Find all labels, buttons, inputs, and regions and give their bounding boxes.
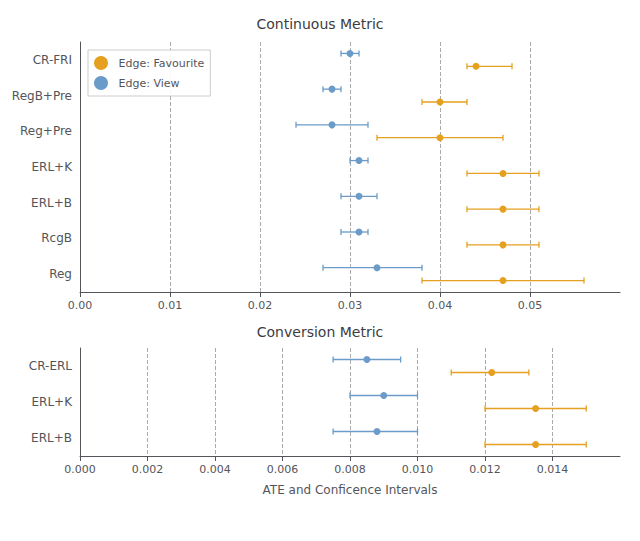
svg-text:0.012: 0.012: [469, 463, 501, 476]
svg-text:CR-ERL: CR-ERL: [29, 359, 72, 373]
svg-text:Conversion Metric: Conversion Metric: [257, 324, 383, 340]
svg-text:0.006: 0.006: [267, 463, 299, 476]
svg-text:ERL+B: ERL+B: [31, 431, 72, 445]
svg-text:0.004: 0.004: [199, 463, 231, 476]
svg-text:Continuous Metric: Continuous Metric: [256, 16, 383, 32]
svg-text:ERL+K: ERL+K: [31, 160, 73, 174]
svg-text:0.014: 0.014: [537, 463, 569, 476]
svg-text:ERL+K: ERL+K: [31, 395, 73, 409]
svg-text:Reg+Pre: Reg+Pre: [20, 124, 72, 138]
svg-text:RcgB: RcgB: [41, 231, 72, 245]
svg-text:0.000: 0.000: [64, 463, 96, 476]
svg-text:0.05: 0.05: [518, 299, 543, 312]
svg-text:0.008: 0.008: [334, 463, 366, 476]
svg-text:0.04: 0.04: [428, 299, 453, 312]
svg-text:ATE and Conficence Intervals: ATE and Conficence Intervals: [263, 483, 438, 497]
svg-text:0.01: 0.01: [158, 299, 183, 312]
svg-text:CR-FRI: CR-FRI: [33, 53, 72, 67]
svg-text:0.03: 0.03: [338, 299, 363, 312]
svg-text:0.02: 0.02: [248, 299, 273, 312]
svg-text:0.00: 0.00: [68, 299, 93, 312]
svg-text:RegB+Pre: RegB+Pre: [12, 89, 72, 103]
svg-text:Reg: Reg: [49, 267, 72, 281]
svg-text:Edge: View: Edge: View: [119, 77, 180, 90]
svg-text:ERL+B: ERL+B: [31, 196, 72, 210]
svg-text:0.002: 0.002: [132, 463, 164, 476]
svg-text:Edge: Favourite: Edge: Favourite: [119, 57, 205, 70]
svg-text:0.010: 0.010: [402, 463, 434, 476]
